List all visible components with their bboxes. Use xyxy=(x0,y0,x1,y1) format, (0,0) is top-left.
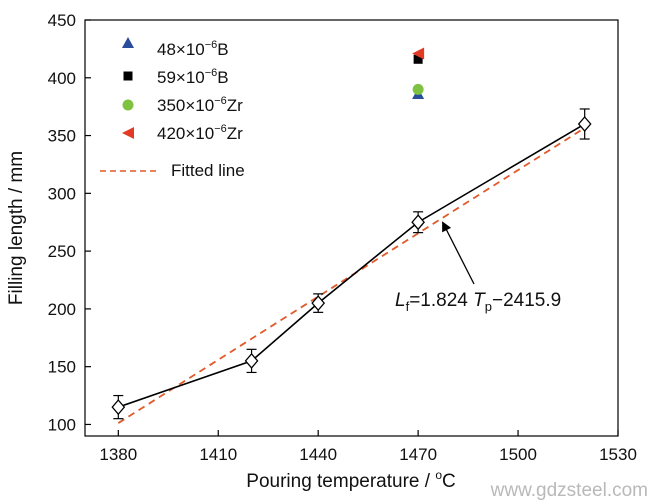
data-point-diamond xyxy=(411,214,425,231)
data-point-diamond xyxy=(311,295,326,312)
point-350Zr xyxy=(412,83,424,95)
y-axis-title: Filling length / mm xyxy=(6,151,27,305)
legend-label-fitted: Fitted line xyxy=(171,161,245,180)
x-tick-label: 1440 xyxy=(299,445,337,464)
main-series-layer xyxy=(111,108,592,420)
x-tick-label: 1530 xyxy=(599,445,637,464)
data-point-diamond xyxy=(111,399,126,416)
legend-label-48B: 48×10−6B xyxy=(157,39,229,59)
legend-marker-420Zr xyxy=(122,127,134,139)
data-point-diamond xyxy=(577,116,592,132)
data-point-diamond xyxy=(244,352,259,369)
y-axis-ticks: 100 150 200 250 300 350 400 450 xyxy=(48,11,91,434)
legend-label-59B: 59×10−6B xyxy=(157,67,229,87)
x-axis-title-unit: C xyxy=(442,471,456,492)
equation-annotation: Lf=1.824 Tp−2415.9 xyxy=(395,221,561,314)
x-tick-label: 1410 xyxy=(199,445,237,464)
x-axis-title: Pouring temperature / oC xyxy=(246,468,455,492)
x-axis-ticks: 1380 1410 1440 1470 1500 1530 xyxy=(99,430,637,464)
equation-arrow xyxy=(442,221,475,285)
x-axis-title-text: Pouring temperature / xyxy=(246,471,435,492)
y-tick-label: 300 xyxy=(48,184,76,203)
y-tick-label: 150 xyxy=(48,358,76,377)
x-tick-label: 1470 xyxy=(399,445,437,464)
point-420Zr xyxy=(412,47,425,60)
point-59B xyxy=(413,54,423,64)
y-tick-label: 200 xyxy=(48,300,76,319)
legend-marker-59B xyxy=(123,71,133,81)
legend-label-350Zr: 350×10−6Zr xyxy=(157,95,243,115)
fitted-line xyxy=(117,127,586,424)
y-tick-label: 450 xyxy=(48,11,76,30)
watermark: www.gdzsteel.com xyxy=(490,480,648,500)
x-tick-label: 1380 xyxy=(99,445,137,464)
y-tick-label: 400 xyxy=(48,69,76,88)
equation-text: Lf=1.824 Tp−2415.9 xyxy=(395,290,561,314)
fitted-line-layer xyxy=(117,127,586,424)
alloy-points-layer xyxy=(412,47,425,99)
plot-frame xyxy=(84,19,619,437)
y-tick-label: 250 xyxy=(48,242,76,261)
legend-marker-350Zr xyxy=(122,99,134,111)
x-tick-label: 1500 xyxy=(499,445,537,464)
x-axis-title-degree: o xyxy=(435,468,442,482)
plot-area-border xyxy=(84,19,619,437)
legend-label-420Zr: 420×10−6Zr xyxy=(157,123,243,143)
y-tick-label: 350 xyxy=(48,127,76,146)
legend: 48×10−6B 59×10−6B 350×10−6Zr 420×10−6Zr … xyxy=(100,37,245,180)
y-tick-label: 100 xyxy=(48,415,76,434)
legend-marker-48B xyxy=(122,37,134,48)
